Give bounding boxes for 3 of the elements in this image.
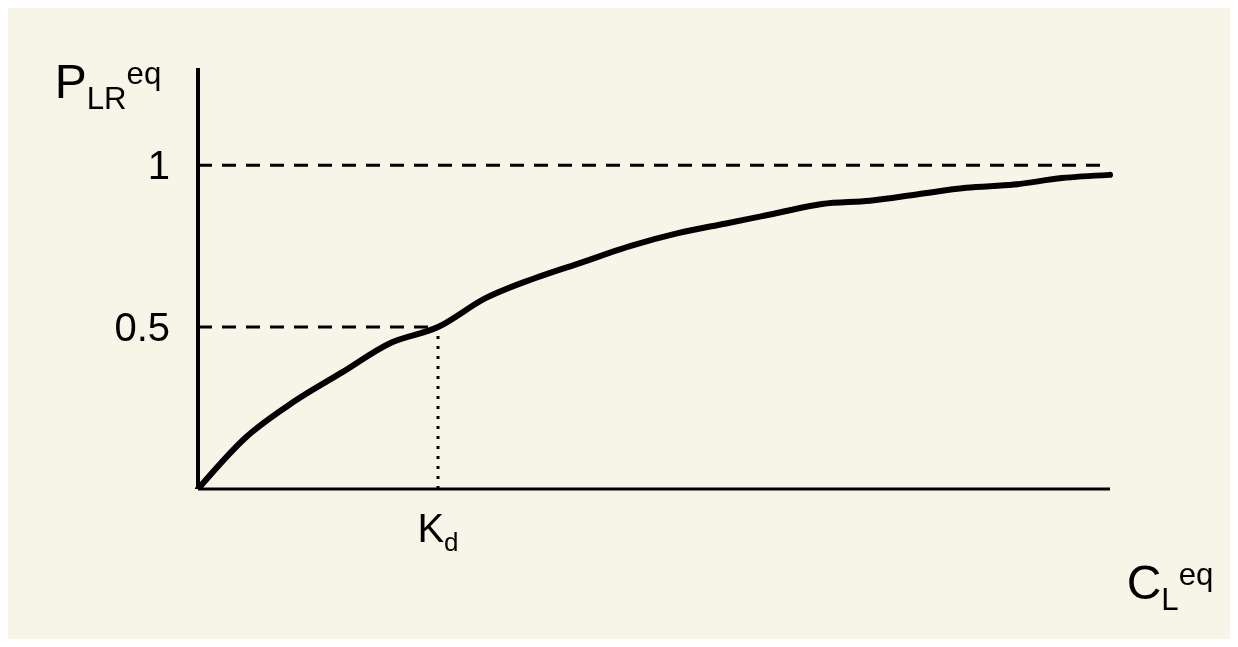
y-tick-label: 1 [147, 143, 170, 188]
x-tick-label: K$_{d}$ [417, 506, 459, 558]
y-tick-label: 0.5 [114, 305, 170, 350]
